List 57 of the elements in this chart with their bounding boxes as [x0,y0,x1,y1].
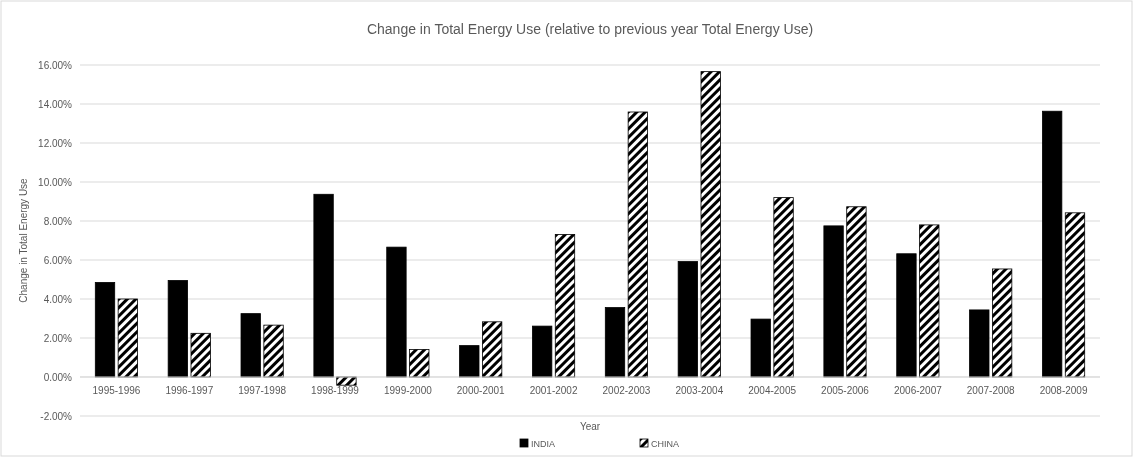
bar [459,345,480,378]
bar [1064,212,1086,378]
x-tick-label: 2003-2004 [675,385,724,397]
y-tick-label: 14.00% [38,98,73,110]
bar [750,318,771,378]
x-tick-label: 2008-2009 [1039,385,1088,397]
bar [532,325,553,378]
y-tick-label: 0.00% [43,371,73,383]
legend-label: INDIA [531,439,556,449]
x-tick-label: 1996-1997 [165,385,214,397]
bar [677,261,698,378]
bar [1042,110,1063,378]
bar [190,332,211,378]
bar [969,309,990,378]
bar [773,197,794,378]
legend-label: CHINA [651,439,680,449]
bar [117,298,138,378]
bar [386,246,407,378]
x-tick-label: 1998-1999 [311,385,360,397]
x-tick-label: 2002-2003 [602,385,651,397]
x-tick-label: 2006-2007 [893,385,943,397]
x-tick-label: 2000-2001 [456,385,506,397]
x-tick-label: 1995-1996 [92,385,141,397]
bar [919,224,940,378]
bar [482,321,503,378]
bar [240,313,261,378]
bar [627,111,648,378]
y-tick-label: 8.00% [43,215,73,227]
bar [700,71,721,378]
x-tick-label: 1997-1998 [238,385,287,397]
x-axis-title: Year [579,421,601,432]
x-tick-label: 2007-2008 [966,385,1016,397]
x-tick-label: 2001-2002 [529,385,578,397]
bar [554,234,576,378]
bar [896,253,917,378]
bar [846,206,867,378]
y-tick-label: 2.00% [43,332,73,344]
bar [263,324,284,378]
y-axis-title: Change in Total Energy Use [18,177,29,303]
bar [313,193,334,378]
bar [823,225,844,378]
bar [409,349,430,378]
x-tick-label: 1999-2000 [383,385,433,397]
bar [604,307,626,378]
y-tick-label: 16.00% [38,59,73,71]
y-tick-label: 6.00% [43,254,73,266]
x-tick-label: 2004-2005 [748,385,797,397]
x-tick-label: 2005-2006 [821,385,870,397]
bar [992,268,1013,378]
bar [94,282,116,378]
y-tick-label: -2.00% [40,410,73,422]
y-tick-label: 4.00% [43,293,73,305]
bar [167,280,188,378]
chart-title: Change in Total Energy Use (relative to previous year Total Energy Use) [366,21,814,37]
y-tick-label: 12.00% [38,137,73,149]
bar [336,376,357,386]
y-tick-label: 10.00% [38,176,73,188]
